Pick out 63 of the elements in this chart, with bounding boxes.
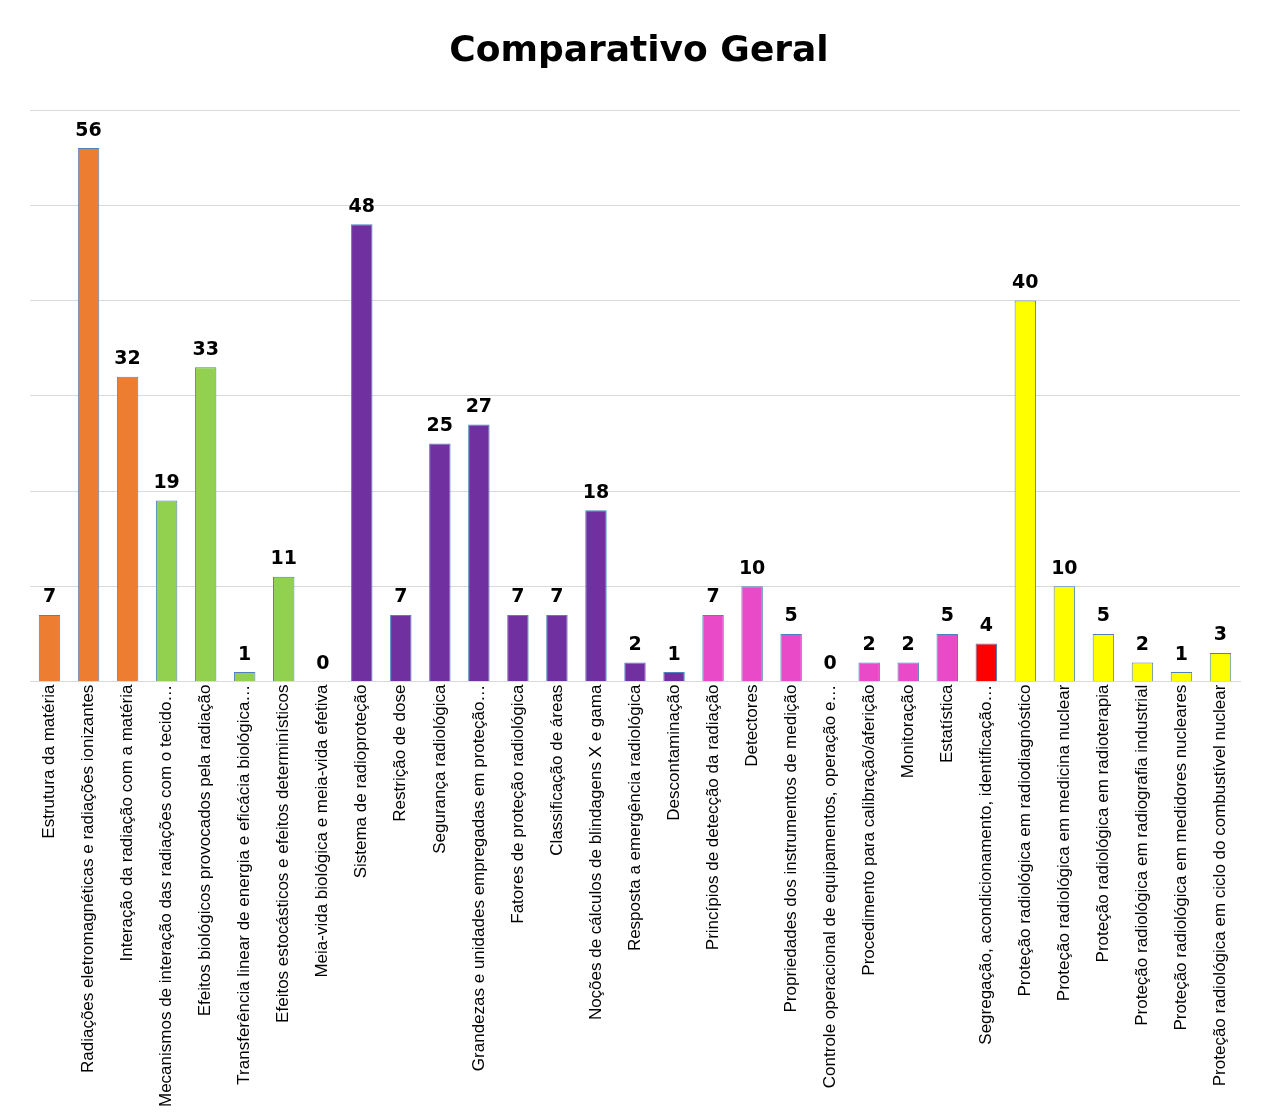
x-tick-label: Proteção radiológica em radiodiagnóstico xyxy=(1015,684,1035,997)
chart-title: Comparativo Geral xyxy=(448,28,830,69)
data-label: 19 xyxy=(153,470,180,493)
x-tick-label: Proteção radiológica em medicina nuclear xyxy=(1054,684,1074,1002)
x-tick-label: Restrição de dose xyxy=(390,684,410,822)
data-label: 40 xyxy=(1012,269,1039,292)
data-label: 1 xyxy=(1174,641,1189,664)
data-label: 11 xyxy=(270,546,297,569)
x-tick-label: Transferência linear de energia e eficácia biológica… xyxy=(234,684,254,1085)
x-tick-label: Efeitos biológicos provocados pela radiação xyxy=(195,684,215,1017)
x-tick-label: Mecanismos de interação das radiações com o tecido… xyxy=(156,684,176,1108)
x-tick-label: Radiações eletromagnéticas e radiações ionizantes xyxy=(78,684,98,1074)
data-label: 32 xyxy=(114,346,141,369)
data-label: 7 xyxy=(511,584,525,607)
data-label: 10 xyxy=(738,555,766,578)
x-tick-label: Sistema de radioproteção xyxy=(351,684,371,879)
data-label: 5 xyxy=(784,603,798,626)
x-tick-label: Resposta a emergência radiológica xyxy=(624,684,644,952)
data-label: 1 xyxy=(667,641,681,664)
x-tick-label: Interação da radiação com a matéria xyxy=(117,684,137,962)
data-label: 2 xyxy=(1135,632,1150,655)
data-label: 4 xyxy=(979,612,993,635)
data-label: 10 xyxy=(1051,555,1078,578)
x-tick-label: Classificação de áreas xyxy=(546,684,566,856)
x-tick-label: Proteção radiológica em radiografia industrial xyxy=(1132,684,1152,1026)
data-label: 18 xyxy=(582,479,610,502)
x-tick-label: Controle operacional de equipamentos, operação e… xyxy=(819,684,839,1089)
x-tick-label: Procedimento para calibração/aferição xyxy=(858,684,878,976)
x-tick-label: Descontaminação xyxy=(663,684,683,821)
x-tick-label: Estrutura da matéria xyxy=(39,684,59,839)
data-label: 2 xyxy=(862,632,876,655)
data-label: 2 xyxy=(628,632,642,655)
data-label: 7 xyxy=(550,584,564,607)
data-label: 1 xyxy=(238,641,252,664)
x-tick-label: Segurança radiológica xyxy=(429,684,449,854)
data-label: 2 xyxy=(901,632,915,655)
x-tick-label: Proteção radiológica em radioterapia xyxy=(1093,684,1113,963)
data-label: 7 xyxy=(394,584,408,607)
data-label: 25 xyxy=(426,412,454,435)
data-label: 56 xyxy=(75,117,102,140)
data-label: 33 xyxy=(192,336,219,359)
x-tick-label: Efeitos estocásticos e efeitos determinísticos xyxy=(273,684,293,1023)
data-label: 27 xyxy=(465,393,493,416)
data-label: 0 xyxy=(316,651,330,674)
x-tick-label: Meia-vida biológica e meia-vida efetiva xyxy=(312,684,332,978)
data-label: 5 xyxy=(1096,603,1110,626)
data-label: 7 xyxy=(42,584,57,607)
x-tick-label: Monitoração xyxy=(897,684,917,779)
data-label: 48 xyxy=(348,193,375,216)
x-tick-label: Noções de cálculos de blindagens X e gama xyxy=(585,684,605,1021)
data-label: 5 xyxy=(940,603,954,626)
x-tick-label: Detectores xyxy=(741,684,761,767)
data-label: 3 xyxy=(1213,622,1228,645)
data-label: 7 xyxy=(706,584,720,607)
x-tick-label: Princípios de detecção da radiação xyxy=(702,684,722,951)
x-tick-label: Proteção radiológica em medidores nucleares xyxy=(1171,684,1191,1031)
x-tick-label: Fatores de proteção radiológica xyxy=(507,684,527,924)
x-tick-label: Segregação, acondicionamento, identificação… xyxy=(975,684,995,1045)
x-tick-label: Proteção radiológica em ciclo do combustível nuclear xyxy=(1210,684,1230,1087)
x-tick-label: Grandezas e unidades empregadas em proteção… xyxy=(468,684,488,1072)
x-tick-label: Propriedades dos instrumentos de medição xyxy=(780,684,800,1013)
data-label: 0 xyxy=(823,651,837,674)
x-tick-label: Estatística xyxy=(936,684,956,764)
